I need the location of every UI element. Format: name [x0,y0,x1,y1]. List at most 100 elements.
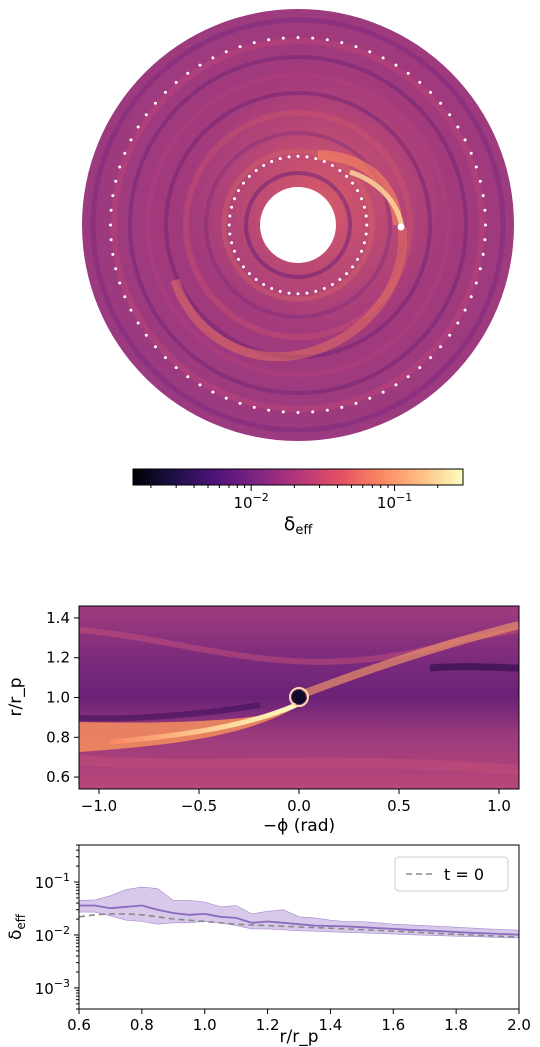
orbit-dot [483,208,487,212]
orbit-dot [174,366,178,370]
legend-box [394,856,509,892]
orbit-dot [254,278,258,282]
orbit-dot [439,345,443,349]
profile-xtick-label: 0.6 [67,1016,91,1034]
orbit-dot [238,401,242,405]
orbit-dot [236,257,240,261]
orbit-dot [136,321,140,325]
profile-xtick-label: 1.8 [444,1016,468,1034]
zoom-arm-inner [109,702,297,745]
zoom-xtick-label: 0.5 [387,797,411,815]
orbit-dot [228,214,232,218]
orbit-dot [362,241,366,245]
colorbar-strip [132,468,464,486]
profile-ytick-label-exp: −1 [54,871,70,884]
colorbar-tick-label-exp: −1 [396,491,412,504]
orbit-dot [345,272,349,276]
disk-panel [82,9,514,441]
orbit-dot [153,345,157,349]
orbit-dot [340,405,344,409]
orbit-dot [111,194,115,198]
zoom-band-lower [79,755,519,775]
profile-xtick-label: 1.6 [381,1016,405,1034]
zoom-arm-outer [298,621,519,699]
planet-marker [397,223,405,231]
zoom-panel: −1.0 −0.5 0.0 0.5 1.0 0.6 0.8 1.0 1.2 1.4 −ϕ (rad… [6,605,520,836]
zoom-ytick-label: 1.4 [46,609,70,627]
profile-ytick-label-base: 10 [35,927,54,945]
colorbar-ticks: 10−2 10−1 [150,485,439,512]
profile-line [79,904,520,936]
orbit-dot [406,375,410,379]
orbit-dot [211,390,215,394]
orbit-dot [474,281,478,285]
orbit-dot [136,125,140,129]
orbit-dot [365,223,369,227]
orbit-dot [236,189,240,193]
orbit-dot [267,408,271,412]
orbit-dot [322,287,326,291]
zoom-planet-core [292,690,306,704]
orbit-dot [340,41,344,45]
orbit-dot [198,383,202,387]
orbit-dot [241,265,245,269]
orbit-dot [144,113,148,117]
orbit-dot [252,405,256,409]
orbit-dot [267,38,271,42]
orbit-dot [439,101,443,105]
orbit-dot [270,159,274,163]
orbit-dot [296,292,300,296]
profile-ytick-label: 10−2 [35,924,70,945]
orbit-dot [418,80,422,84]
orbit-dot [224,396,228,400]
orbit-dot [232,249,236,253]
orbit-dot [360,197,364,201]
orbit-dot [287,291,291,295]
orbit-dot [305,291,309,295]
orbit-dot [186,375,190,379]
orbit-dot [394,383,398,387]
orbit-dot [270,287,274,291]
legend-entry: t = 0 [444,865,484,884]
orbit-dot [338,168,342,172]
orbit-dot [469,151,473,155]
orbit-dot [153,101,157,105]
orbit-dot [364,232,368,236]
orbit-dot [211,56,215,60]
orbit-dot [123,295,127,299]
orbit-dot [362,205,366,209]
colorbar-tick-label-exp: −2 [253,491,269,504]
orbit-dot [463,308,467,312]
profile-xtick-label: 0.8 [130,1016,154,1034]
orbit-dot [186,71,190,75]
orbit-dot [311,36,315,40]
orbit-dot [463,138,467,142]
orbit-dot [429,356,433,360]
orbit-dot [144,333,148,337]
zoom-xtick-label: −1.0 [81,797,117,815]
orbit-dot [381,390,385,394]
profile-panel: 0.6 0.8 1.0 1.2 1.4 1.6 1.8 2.010−310−210−1 r/r… [6,844,531,1047]
profile-frame [78,844,520,1010]
orbit-dot [360,249,364,253]
orbit-dot [448,333,452,337]
orbit-dot [109,223,112,227]
orbit-dot [118,281,122,285]
orbit-dot [469,295,473,299]
orbit-dot [224,50,228,54]
orbit-dot [351,265,355,269]
orbit-dot [118,165,122,169]
orbit-dot [484,223,487,227]
zoom-dark-lane [79,702,261,722]
profile-xtick-label: 2.0 [507,1016,531,1034]
profile-xlabel: r/r_p [280,1027,319,1047]
orbit-dot [230,205,234,209]
colorbar-tick-label: 10−2 [234,491,269,512]
orbit-dot [296,411,300,414]
orbit-dot [478,267,482,271]
profile-ylabel: δeff [6,913,28,940]
orbit-dot [325,38,329,42]
orbit-dot [322,159,326,163]
orbit-dot [305,155,309,159]
